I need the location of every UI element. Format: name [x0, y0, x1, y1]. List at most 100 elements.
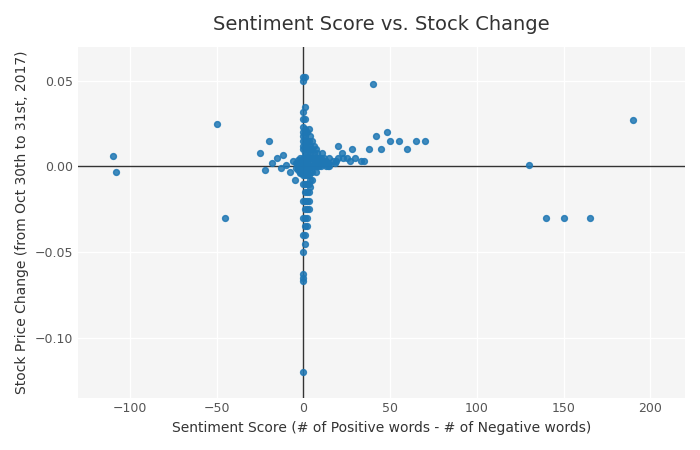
Point	[300, 189, 311, 196]
Point	[315, 159, 326, 166]
Point	[329, 159, 340, 166]
Point	[301, 223, 312, 230]
Point	[300, 165, 311, 172]
Point	[298, 158, 309, 165]
Point	[540, 214, 552, 221]
Point	[304, 132, 316, 140]
Point	[304, 176, 316, 184]
Point	[307, 168, 318, 175]
Point	[298, 161, 309, 168]
Point	[317, 159, 328, 166]
Point	[341, 154, 352, 162]
Point	[314, 154, 325, 162]
Point	[300, 142, 311, 149]
Point	[310, 154, 321, 162]
Point	[307, 146, 318, 153]
Point	[300, 163, 311, 170]
X-axis label: Sentiment Score (# of Positive words - # of Negative words): Sentiment Score (# of Positive words - #…	[172, 421, 591, 435]
Point	[291, 165, 302, 172]
Point	[294, 168, 305, 175]
Point	[281, 161, 292, 168]
Point	[303, 197, 314, 204]
Point	[308, 142, 319, 149]
Point	[350, 154, 361, 162]
Point	[300, 240, 311, 247]
Point	[312, 149, 323, 157]
Point	[304, 142, 316, 149]
Point	[298, 163, 309, 170]
Point	[381, 129, 392, 136]
Point	[294, 159, 305, 166]
Point	[300, 146, 311, 153]
Point	[303, 171, 314, 179]
Point	[344, 158, 356, 165]
Point	[263, 137, 274, 144]
Point	[368, 81, 379, 88]
Point	[410, 137, 421, 144]
Point	[293, 166, 304, 174]
Point	[332, 142, 344, 149]
Point	[303, 154, 314, 162]
Point	[298, 248, 309, 256]
Point	[307, 176, 318, 184]
Point	[296, 159, 307, 166]
Point	[310, 168, 321, 175]
Point	[307, 154, 318, 162]
Point	[303, 206, 314, 213]
Point	[303, 137, 314, 144]
Point	[298, 278, 309, 285]
Point	[584, 214, 595, 221]
Point	[304, 184, 316, 191]
Point	[358, 158, 370, 165]
Point	[296, 166, 307, 174]
Point	[298, 368, 309, 375]
Point	[317, 149, 328, 157]
Point	[304, 163, 316, 170]
Point	[301, 166, 312, 174]
Point	[300, 115, 311, 122]
Point	[336, 149, 347, 157]
Point	[308, 154, 319, 162]
Point	[300, 149, 311, 157]
Point	[298, 108, 309, 115]
Point	[384, 137, 395, 144]
Point	[301, 163, 312, 170]
Point	[376, 146, 387, 153]
Point	[300, 197, 311, 204]
Point	[558, 214, 569, 221]
Point	[301, 159, 312, 166]
Point	[296, 163, 307, 170]
Point	[307, 159, 318, 166]
Point	[318, 159, 330, 166]
Point	[300, 137, 311, 144]
Point	[301, 149, 312, 157]
Point	[402, 146, 413, 153]
Point	[288, 158, 299, 165]
Point	[272, 154, 283, 162]
Point	[303, 180, 314, 187]
Point	[315, 163, 326, 170]
Point	[300, 158, 311, 165]
Point	[298, 180, 309, 187]
Point	[337, 154, 349, 162]
Point	[260, 166, 271, 174]
Point	[318, 154, 330, 162]
Point	[111, 168, 122, 175]
Point	[303, 189, 314, 196]
Point	[301, 154, 312, 162]
Point	[300, 231, 311, 239]
Point	[307, 163, 318, 170]
Point	[298, 166, 309, 174]
Point	[321, 163, 332, 170]
Point	[300, 171, 311, 179]
Point	[312, 154, 323, 162]
Point	[332, 154, 344, 162]
Point	[524, 161, 535, 168]
Point	[296, 158, 307, 165]
Point	[293, 161, 304, 168]
Title: Sentiment Score vs. Stock Change: Sentiment Score vs. Stock Change	[213, 15, 550, 34]
Point	[310, 146, 321, 153]
Point	[300, 214, 311, 221]
Point	[294, 161, 305, 168]
Point	[254, 149, 265, 157]
